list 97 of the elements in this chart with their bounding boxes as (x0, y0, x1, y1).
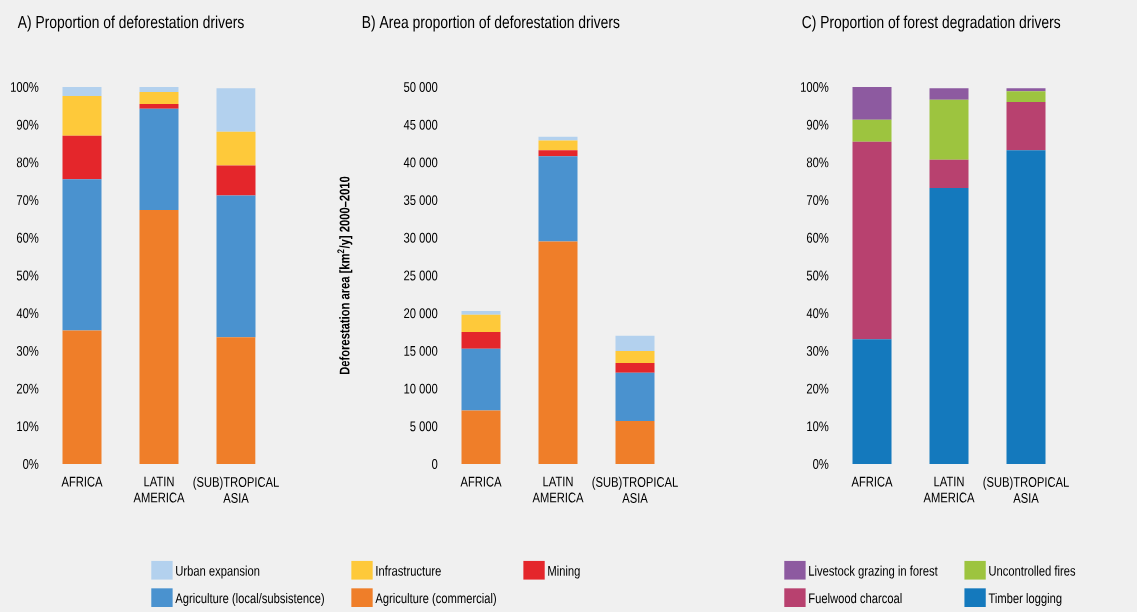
y-tick-label: 90% (806, 119, 829, 130)
chart-title: B) Area proportion of deforestation drivers (362, 15, 620, 32)
legend-label: Livestock grazing in forest (809, 565, 938, 579)
bar (461, 348, 501, 411)
chart-title: C) Proportion of forest degradation drivers (802, 15, 1061, 32)
bar (461, 410, 501, 464)
bar (139, 91, 179, 104)
legend-label: Uncontrolled fires (989, 565, 1076, 576)
y-tick-label: 40% (806, 308, 829, 319)
bar (461, 310, 501, 315)
bar (852, 119, 892, 142)
legend-label: Fuelwood charcoal (809, 592, 902, 604)
bar (929, 159, 969, 189)
legend-label: Infrastructure (376, 565, 441, 576)
y-tick-label: 25 000 (404, 270, 438, 281)
bar (139, 87, 179, 92)
bar (538, 140, 578, 151)
y-tick-label: 80% (16, 157, 39, 168)
bar (615, 335, 655, 351)
y-tick-label: 35 000 (403, 195, 438, 206)
y-tick-label: 5 000 (410, 421, 438, 432)
bar (538, 241, 578, 464)
x-tick-label: (SUB)TROPICAL ASIA (193, 476, 279, 503)
y-tick-label: 70% (806, 195, 829, 206)
bar (538, 136, 578, 141)
y-tick-label: 30% (806, 345, 829, 356)
bar (1006, 88, 1046, 92)
legend-label: Agriculture (commercial) (375, 592, 496, 606)
bar (216, 337, 256, 464)
y-tick-label: 70% (16, 195, 39, 206)
x-tick-label: LATIN AMERICA (133, 476, 185, 503)
y-tick-label: 30% (16, 345, 39, 356)
legend-label: Urban expansion (176, 565, 260, 579)
y-tick-label: 10% (807, 421, 829, 432)
x-tick-label: AFRICA (851, 476, 893, 487)
y-tick-label: 0% (23, 459, 39, 469)
bar (62, 96, 102, 136)
bar (139, 209, 179, 464)
y-tick-label: 10 000 (404, 383, 438, 394)
bar (139, 108, 179, 210)
bar (538, 150, 578, 157)
x-tick-label: AFRICA (61, 476, 103, 487)
bar (1006, 91, 1046, 103)
bar (216, 195, 256, 338)
bar (62, 87, 102, 97)
bar (216, 131, 256, 166)
y-tick-label: 60% (16, 232, 39, 243)
y-tick-label: 50% (16, 270, 39, 281)
bar (852, 87, 892, 120)
bar (615, 421, 655, 464)
legend-label: Mining (548, 565, 580, 579)
bar (929, 88, 969, 100)
y-tick-label: 50% (806, 270, 829, 281)
y-tick-label: 50 000 (403, 82, 438, 92)
bar (461, 314, 501, 333)
y-tick-label: 40 000 (403, 157, 438, 168)
bar (62, 135, 102, 180)
x-tick-label: (SUB)TROPICAL ASIA (983, 476, 1069, 503)
y-tick-label: 20% (806, 383, 829, 394)
bar (615, 350, 655, 363)
bar (615, 372, 655, 422)
chart-title: A) Proportion of deforestation drivers (17, 15, 244, 32)
bar (538, 156, 578, 242)
y-tick-label: 0 (432, 459, 438, 469)
y-tick-label: 10% (17, 421, 39, 432)
y-tick-label: 40% (16, 308, 39, 319)
y-tick-label: 20% (16, 383, 39, 394)
bar (929, 99, 969, 160)
x-tick-label: (SUB)TROPICAL ASIA (592, 476, 678, 503)
bar (216, 165, 256, 196)
bar (852, 339, 892, 464)
bar (852, 141, 892, 340)
y-tick-label: 15 000 (404, 345, 438, 356)
bar (1006, 150, 1046, 464)
y-axis-title: Deforestation area [km$^{2}$/y] 2000–2010 (337, 176, 353, 375)
x-tick-label: AFRICA (460, 476, 502, 487)
x-tick-label: LATIN AMERICA (532, 476, 584, 503)
bar (615, 362, 655, 373)
y-tick-label: 90% (16, 119, 39, 130)
bar (62, 179, 102, 331)
bar (461, 332, 501, 349)
y-tick-label: 80% (806, 157, 829, 168)
y-tick-label: 100% (11, 82, 39, 92)
x-tick-label: LATIN AMERICA (923, 476, 975, 503)
y-tick-label: 0% (813, 459, 829, 469)
y-tick-label: 45 000 (403, 119, 438, 130)
y-tick-label: 30 000 (403, 232, 438, 243)
bar (62, 330, 102, 464)
bar (1006, 102, 1046, 151)
legend-label: Timber logging (988, 592, 1062, 606)
bar (139, 103, 179, 109)
bar (216, 88, 256, 132)
bar (929, 188, 969, 464)
y-tick-label: 60% (806, 232, 829, 243)
y-tick-label: 100% (801, 82, 829, 92)
legend-label: Agriculture (local/subsistence) (175, 592, 324, 606)
y-tick-label: 20 000 (404, 308, 438, 319)
